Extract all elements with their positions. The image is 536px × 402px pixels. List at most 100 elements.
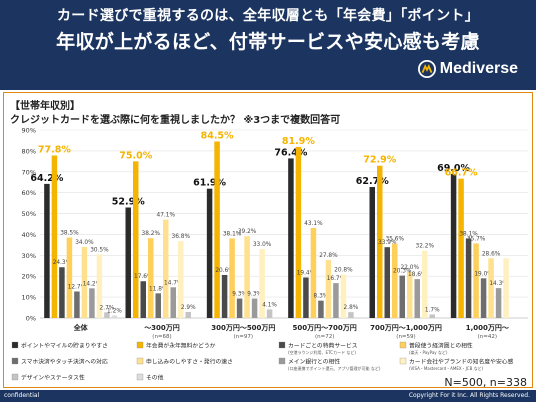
- bar: [414, 279, 420, 318]
- legend-label: ポイントやマイルの貯まりやすさ: [21, 342, 108, 350]
- data-label: 12.7%: [68, 284, 87, 290]
- bar: [422, 250, 428, 318]
- legend-label: 普段使う経済圏との相性: [409, 342, 473, 350]
- y-tick-label: 80%: [22, 147, 36, 155]
- bar: [96, 254, 103, 318]
- data-label: 9.3%: [232, 292, 247, 298]
- confidential-label: confidential: [4, 392, 40, 399]
- data-label: 24.3%: [53, 260, 72, 266]
- footer-bar: confidential Copyright For it Inc. All R…: [0, 390, 536, 402]
- bar: [66, 237, 73, 318]
- x-category-n: (n=59): [396, 334, 415, 340]
- data-label: 69.0%: [437, 163, 470, 174]
- bar: [221, 274, 228, 318]
- bar: [81, 246, 88, 318]
- bar: [288, 158, 294, 318]
- bar: [488, 258, 494, 318]
- legend-label: 申し込みのしやすさ・発行の速さ: [146, 358, 233, 366]
- x-category-n: (n=68): [152, 334, 171, 340]
- data-label: 8.3%: [314, 294, 329, 300]
- y-tick-label: 50%: [22, 210, 36, 218]
- data-label: 38.1%: [459, 231, 478, 237]
- legend-swatch: [278, 341, 286, 349]
- bar: [384, 247, 390, 318]
- bar: [503, 258, 509, 318]
- data-label: 47.1%: [157, 213, 176, 219]
- bar: [148, 238, 154, 318]
- data-label: 17.6%: [134, 274, 153, 280]
- legend-swatch: [278, 357, 286, 365]
- bar: [104, 312, 110, 318]
- y-tick-label: 70%: [22, 168, 36, 176]
- data-label: 11.8%: [149, 286, 168, 292]
- bar: [465, 238, 472, 318]
- headline-line-1: カード選びで重視するのは、全年収層とも「年会費」「ポイント」: [57, 8, 479, 24]
- data-label: 39.2%: [238, 229, 257, 235]
- x-category-n: (n=72): [315, 334, 334, 340]
- data-label: 43.1%: [304, 221, 323, 227]
- y-tick-label: 30%: [22, 252, 36, 260]
- bar: [259, 249, 265, 318]
- bar: [310, 227, 317, 318]
- bar: [236, 298, 243, 318]
- bar: [51, 155, 58, 318]
- bar: [318, 300, 324, 318]
- legend-swatch: [136, 341, 144, 349]
- data-label: 14.3%: [489, 281, 508, 287]
- y-tick-label: 40%: [22, 231, 36, 239]
- x-category-label: 〜300万円: [144, 324, 180, 332]
- data-label: 62.7%: [356, 176, 389, 187]
- data-label: 52.9%: [112, 196, 145, 207]
- headline-line-2: 年収が上がるほど、付帯サービスや安心感も考慮: [56, 31, 480, 53]
- data-label: 35.6%: [386, 237, 405, 243]
- legend-sublabel: (口座連携でポイント還元、アプリ管理が可能 など): [288, 365, 381, 371]
- segment-label: 【世帯年収別】: [10, 101, 80, 112]
- bar: [251, 298, 258, 318]
- data-label: 77.8%: [38, 144, 71, 155]
- bar: [480, 278, 487, 318]
- x-category-label: 1,000万円〜: [466, 324, 509, 332]
- bar: [155, 293, 161, 318]
- header-banner: カード選びで重視するのは、全年収層とも「年会費」「ポイント」 年収が上がるほど、…: [0, 0, 536, 90]
- bar: [140, 281, 146, 318]
- legend-label: デザインやステータス性: [21, 374, 85, 382]
- data-label: 35.7%: [467, 236, 486, 242]
- data-label: 38.1%: [223, 231, 242, 237]
- legend-swatch: [11, 357, 19, 365]
- bar: [377, 165, 383, 318]
- legend-label: その他: [146, 374, 164, 382]
- data-label: 36.8%: [172, 234, 191, 240]
- bar: [163, 219, 169, 318]
- bar: [111, 315, 118, 318]
- x-category-label: 700万円〜1,000万円: [370, 324, 442, 332]
- bar: [214, 141, 220, 318]
- bar: [185, 311, 191, 318]
- data-label: 33.0%: [253, 242, 272, 248]
- legend-label: カード会社やブランドの知名度や安心感: [409, 358, 514, 366]
- bar: [59, 267, 65, 318]
- brand-name: Mediverse: [439, 60, 518, 77]
- x-category-label: 300万円〜500万円: [211, 324, 275, 332]
- data-label: 32.2%: [416, 244, 435, 250]
- bar: [266, 309, 273, 318]
- y-tick-label: 10%: [22, 294, 36, 302]
- bar: [229, 238, 235, 318]
- data-label: 27.8%: [319, 253, 338, 259]
- bar: [369, 187, 375, 318]
- bar: [295, 146, 302, 318]
- chart-title: クレジットカードを選ぶ際に何を重視しましたか？ ※3つまで複数回答可: [10, 115, 341, 126]
- data-label: 33.9%: [378, 240, 397, 246]
- data-label: 38.2%: [142, 231, 161, 237]
- chart-panel: [3, 92, 533, 388]
- bar: [178, 241, 184, 318]
- data-label: 19.0%: [474, 271, 493, 277]
- data-label: 14.7%: [164, 280, 183, 286]
- bar: [303, 277, 309, 318]
- legend-swatch: [399, 357, 407, 365]
- legend-label: メイン銀行との相性: [288, 358, 340, 366]
- legend-label: 年会費が永年無料かどうか: [146, 342, 216, 350]
- legend-swatch: [11, 341, 19, 349]
- bar: [407, 272, 413, 318]
- bar: [133, 161, 139, 318]
